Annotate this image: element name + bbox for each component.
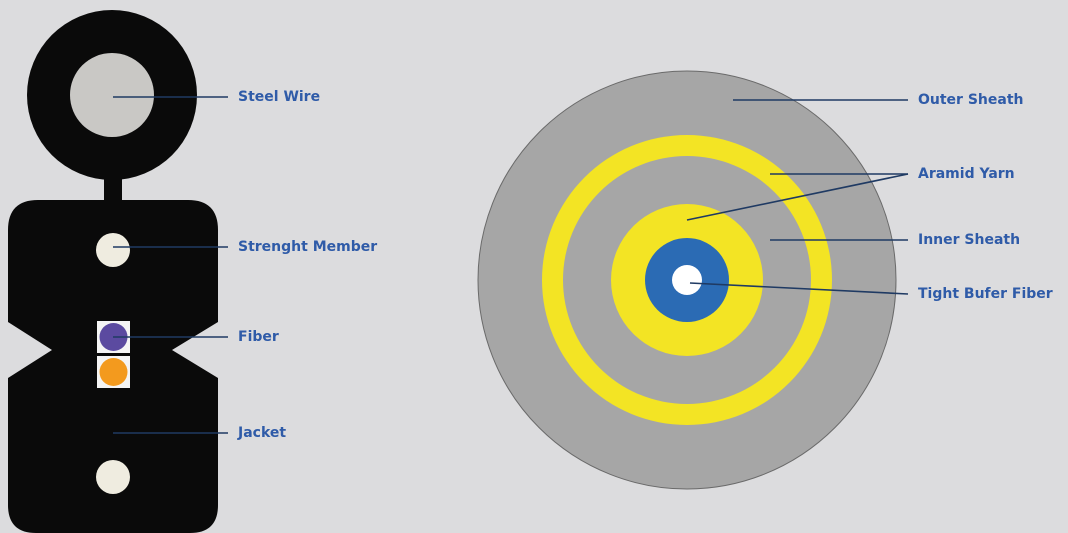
label: Outer Sheath [918,92,1024,108]
steel-wire [70,53,154,137]
label: Jacket [237,425,286,441]
round-cable: Outer Sheath Aramid Yarn Inner Sheath Ti… [477,70,1053,490]
leader-line [686,173,909,221]
leader-line [689,282,909,295]
label: Aramid Yarn [918,166,1015,182]
drop-cable: Steel Wire Strenght Member Fiber Jacket [8,10,377,533]
fiber-core [672,265,702,295]
label: Fiber [238,329,279,345]
fiber [99,358,128,386]
strength-member [96,460,130,494]
label: Inner Sheath [918,232,1020,248]
label: Tight Bufer Fiber [918,286,1053,302]
strength-member [96,233,130,267]
label: Steel Wire [238,89,320,105]
label: Strenght Member [238,239,377,255]
